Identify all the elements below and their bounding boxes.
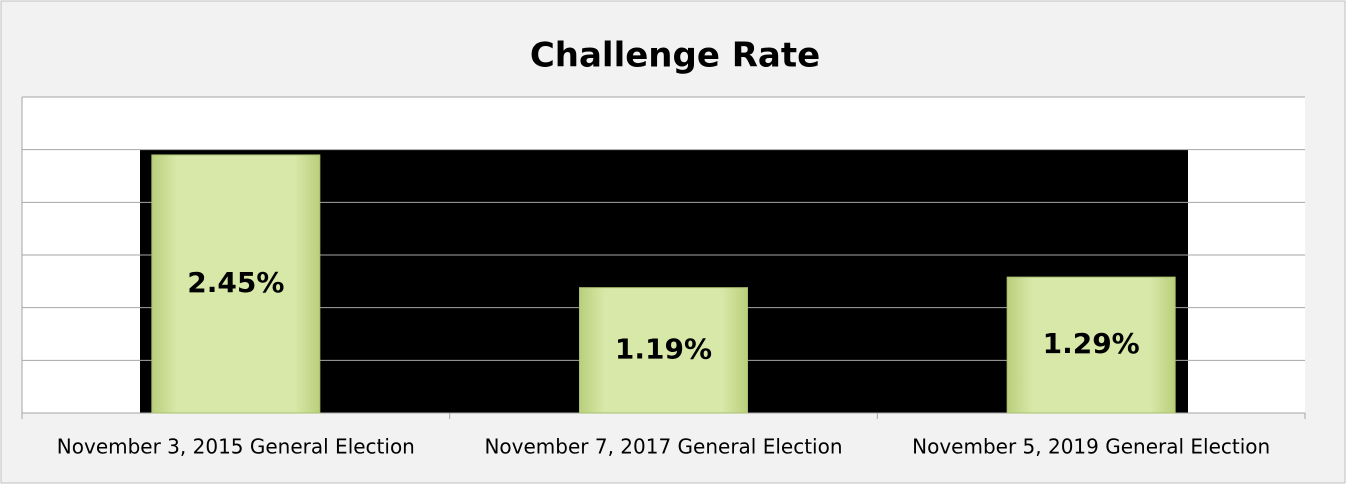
data-label: 2.45% (187, 266, 284, 299)
x-tick-label: November 3, 2015 General Election (57, 435, 415, 459)
x-tick-label: November 7, 2017 General Election (484, 435, 842, 459)
bar (151, 154, 321, 414)
data-label: 1.19% (615, 332, 712, 365)
x-tick-label: November 5, 2019 General Election (912, 435, 1270, 459)
bar (1006, 276, 1176, 414)
chart-title: Challenge Rate (530, 36, 820, 76)
bar (579, 287, 748, 414)
data-label: 1.29% (1043, 327, 1140, 360)
